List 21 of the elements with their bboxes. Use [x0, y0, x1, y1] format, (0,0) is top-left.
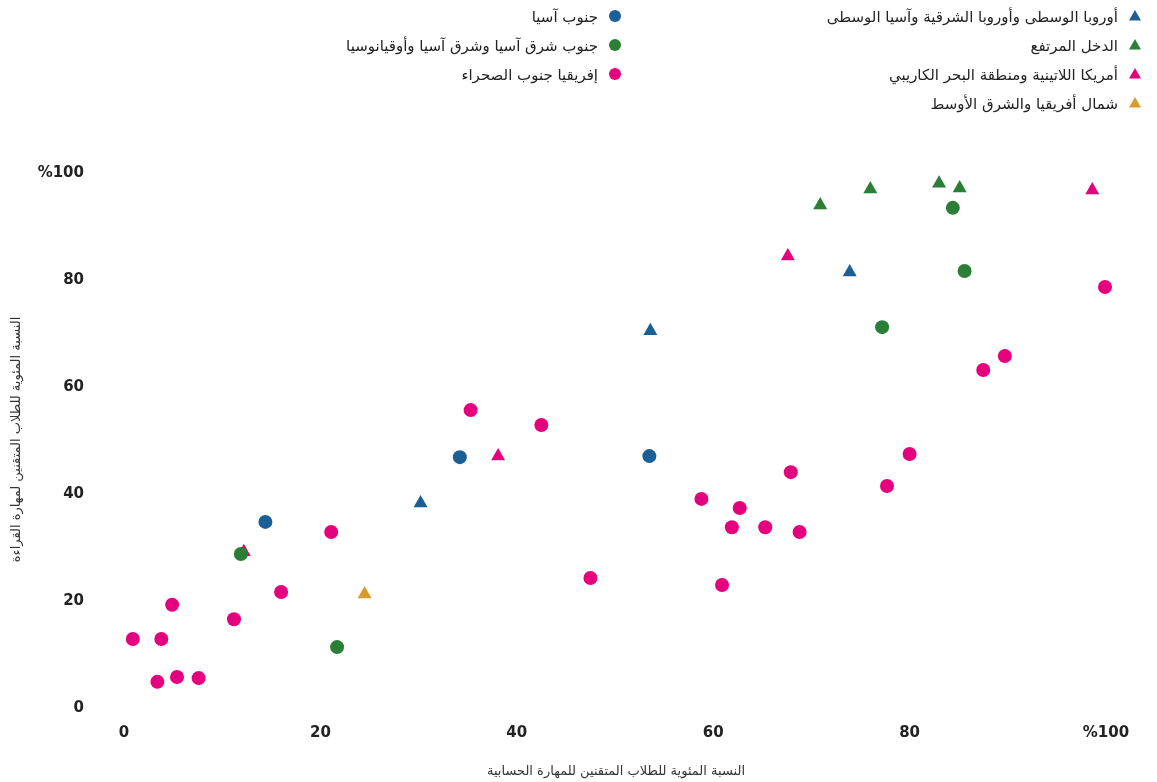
y-tick-label: 60: [63, 377, 84, 395]
legend-label: أوروبا الوسطى وأوروبا الشرقية وآسيا الوسطى: [826, 7, 1118, 26]
legend-label: جنوب شرق آسيا وشرق آسيا وأوقيانوسيا: [346, 36, 598, 55]
y-tick-label: %100: [37, 163, 84, 181]
x-tick-label: 40: [506, 723, 528, 741]
y-tick-label: 40: [63, 484, 84, 502]
legend-label: شمال أفريقيا والشرق الأوسط: [930, 94, 1118, 113]
y-tick-label: 80: [63, 270, 84, 288]
legend-label: أمريكا اللاتينية ومنطقة البحر الكاريبي: [888, 65, 1118, 85]
y-tick-label: 20: [63, 591, 84, 609]
y-axis-title: النسبة المئوية للطلاب المتقنين لمهارة القراءة: [8, 316, 24, 563]
legend-label: الدخل المرتفع: [1030, 37, 1118, 55]
x-tick-label: 60: [702, 723, 724, 741]
legend-label: جنوب آسيا: [531, 8, 598, 26]
x-axis-title: النسبة المئوية للطلاب المتقنين للمهارة الحسابية: [486, 763, 746, 779]
x-tick-label: %100: [1082, 723, 1130, 741]
x-tick-label: 20: [309, 723, 331, 741]
x-tick-label: 0: [118, 723, 130, 741]
x-tick-label: 80: [899, 723, 921, 741]
legend-label: إفريقيا جنوب الصحراء: [461, 66, 598, 84]
y-tick-label: 0: [73, 698, 84, 716]
